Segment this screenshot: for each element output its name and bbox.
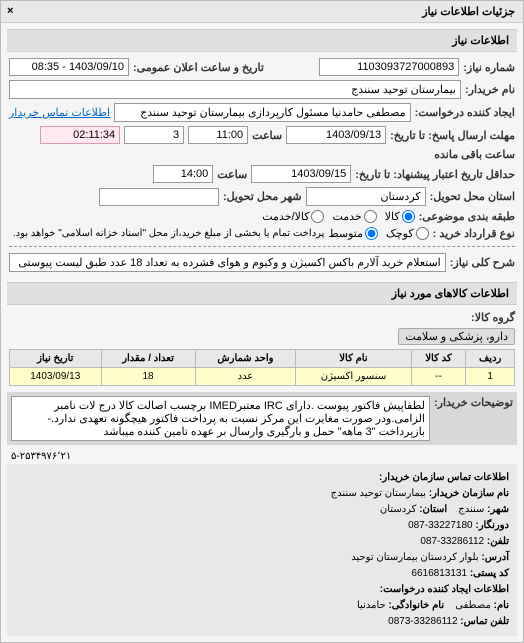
contact-section: اطلاعات تماس سازمان خریدار: نام سازمان خ… [7,464,517,636]
col-name: نام کالا [296,350,411,368]
c-city-value: سنندج [458,504,484,515]
need-title-label: شرح کلی نیاز: [450,256,515,269]
cell-qty: 18 [101,368,195,386]
name-label: نام: [494,600,509,611]
col-date: تاریخ نیاز [10,350,102,368]
validity-date: 1403/09/15 [251,165,351,183]
remain-days: 3 [124,126,184,144]
panel-header: جزئیات اطلاعات نیاز × [1,1,523,23]
col-qty: تعداد / مقدار [101,350,195,368]
c-prov-value: کردستان [380,504,417,515]
col-code: کد کالا [411,350,466,368]
need-info-header: اطلاعات نیاز [7,29,517,52]
city-label: شهر محل تحویل: [223,190,302,203]
details-panel: جزئیات اطلاعات نیاز × اطلاعات نیاز شماره… [0,0,524,643]
c-city-label: شهر: [487,504,509,515]
ct-medium-radio[interactable] [365,227,378,240]
buyer-name-value: بیمارستان توحید سنندج [9,80,461,99]
cell-code: -- [411,368,466,386]
contract-type-label: نوع قرارداد خرید : [433,227,515,240]
notes-text: لطفاپیش فاکتور پیوست .دارای IRC معتبرIME… [11,396,430,441]
ct-note: پرداخت تمام یا بخشی از مبلغ خرید،از محل … [13,228,325,239]
pager-text: ۵-۲۵۳۴۹۷۶٬۲۱ [7,449,517,464]
buyer-name-label: نام خریدار: [465,83,515,96]
cat-service-radio[interactable] [364,210,377,223]
validity-time: 14:00 [153,165,213,183]
deadline-time: 11:00 [188,126,248,144]
remain-label: ساعت باقی مانده [434,148,515,161]
validity-label: حداقل تاریخ اعتبار پیشنهاد: تا تاریخ: [355,168,515,181]
post-label: کد پستی: [470,568,509,579]
cat-both-radio[interactable] [311,210,324,223]
fax-label: دورنگار: [475,520,509,531]
fam-label: نام خانوادگی: [388,600,444,611]
requester-label: ایجاد کننده درخواست: [415,106,515,119]
panel-body: اطلاعات نیاز شماره نیاز: 110309372700089… [1,23,523,642]
name-value: مصطفی [455,600,491,611]
pubdate-label: تاریخ و ساعت اعلان عمومی: [133,61,264,74]
deadline-label: مهلت ارسال پاسخ: تا تاریخ: [390,129,515,142]
cat-both-label: کالا/خدمت [262,210,309,223]
category-radios: کالا خدمت کالا/خدمت [262,210,414,223]
phone-value: 33286112-087 [420,536,484,547]
fam-value: حامدنیا [357,600,386,611]
contract-type-radios: کوچک متوسط [328,227,428,240]
tel-value: 33286112-0873 [388,616,457,627]
addr-value: بلوار کردستان بیمارستان توحید [351,552,478,563]
cell-date: 1403/09/13 [10,368,102,386]
request-no-label: شماره نیاز: [463,61,515,74]
col-unit: واحد شمارش [195,350,296,368]
city-value [99,188,219,206]
need-title-value: استعلام خرید آلارم باکس اکسیژن و وکیوم و… [9,253,446,272]
addr-label: آدرس: [481,552,509,563]
col-idx: ردیف [466,350,515,368]
time-label-1: ساعت [252,129,282,142]
org-label: نام سازمان خریدار: [429,488,509,499]
table-row[interactable]: 1 -- سنسور اکسیژن عدد 18 1403/09/13 [10,368,515,386]
creator-title: اطلاعات ایجاد کننده درخواست: [380,584,509,595]
close-icon[interactable]: × [7,5,13,17]
province-label: استان محل تحویل: [430,190,515,203]
tel-label: تلفن تماس: [460,616,509,627]
org-value: بیمارستان توحید سنندج [331,488,426,499]
goods-info-header: اطلاعات کالاهای مورد نیاز [7,282,517,305]
cat-goods-label: کالا [385,210,400,223]
cat-goods-radio[interactable] [402,210,415,223]
time-label-2: ساعت [217,168,247,181]
pubdate-value: 1403/09/10 - 08:35 [9,58,129,76]
cell-name: سنسور اکسیژن [296,368,411,386]
ct-small-label: کوچک [386,227,414,240]
province-value: کردستان [306,187,426,206]
panel-title: جزئیات اطلاعات نیاز [422,6,515,18]
buyer-contact-link[interactable]: اطلاعات تماس خریدار [9,106,110,119]
phone-label: تلفن: [487,536,509,547]
fax-value: 33227180-087 [408,520,473,531]
cell-unit: عدد [195,368,296,386]
remain-clock: 02:11:34 [40,126,120,144]
cat-service-label: خدمت [332,210,361,223]
category-label: طبقه بندی موضوعی: [419,210,515,223]
table-header-row: ردیف کد کالا نام کالا واحد شمارش تعداد /… [10,350,515,368]
group-tag: دارو، پزشکی و سلامت [398,328,515,345]
post-value: 6616813131 [411,568,467,579]
goods-table: ردیف کد کالا نام کالا واحد شمارش تعداد /… [9,349,515,386]
c-prov-label: استان: [419,504,447,515]
ct-small-radio[interactable] [416,227,429,240]
notes-label: توضیحات خریدار: [434,396,513,409]
ct-medium-label: متوسط [328,227,363,240]
request-no-value: 1103093727000893 [319,58,459,76]
contact-title: اطلاعات تماس سازمان خریدار: [379,472,509,483]
group-label: گروه کالا: [471,311,515,324]
cell-idx: 1 [466,368,515,386]
deadline-date: 1403/09/13 [286,126,386,144]
requester-value: مصطفی حامدنیا مسئول کارپردازی بیمارستان … [114,103,411,122]
